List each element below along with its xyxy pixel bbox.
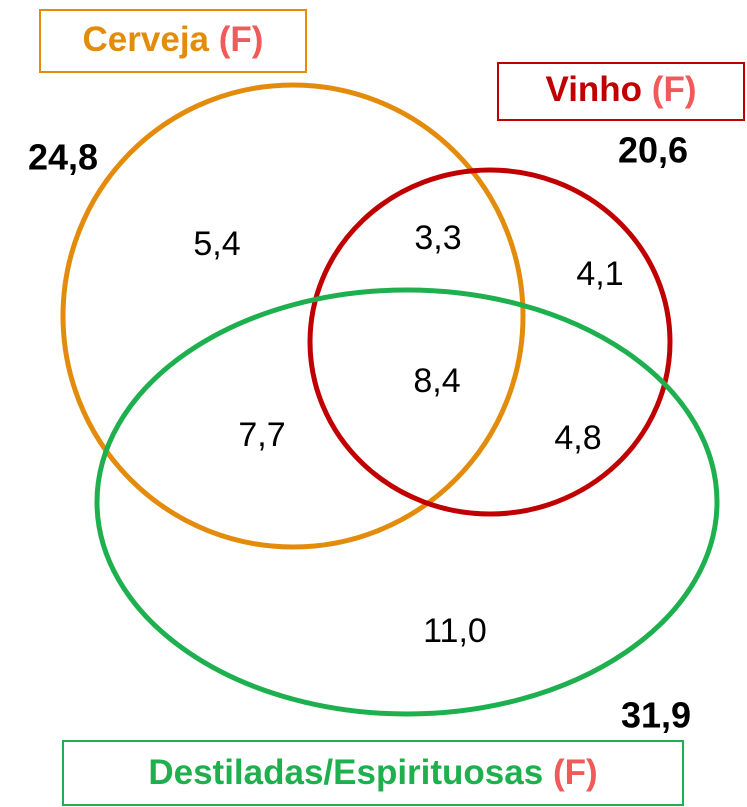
cerveja-box [39,9,307,73]
set-name: Destiladas/Espirituosas [148,753,543,792]
cerveja-total: 24,8 [28,137,98,178]
destiladas-ellipse [94,287,720,717]
region-value: 3,3 [414,219,461,257]
region-value: 4,8 [554,419,601,457]
set-name: Cerveja [83,20,210,59]
vinho-box [497,62,745,121]
region-value: 8,4 [413,362,460,400]
cerveja-label: Cerveja (F) [83,20,264,59]
destiladas-total: 31,9 [621,695,691,736]
set-suffix: (F) [219,20,264,59]
cerveja-circle [60,82,526,550]
vinho-label: Vinho (F) [545,70,696,109]
vinho-circle [307,167,673,517]
set-name: Vinho [545,70,642,109]
region-value: 5,4 [193,225,240,263]
region-value: 11,0 [423,612,487,650]
set-suffix: (F) [553,753,598,792]
region-value: 4,1 [576,255,623,293]
vinho-total: 20,6 [618,130,688,171]
destiladas-label: Destiladas/Espirituosas (F) [148,753,597,792]
destiladas-box [62,740,684,806]
region-value: 7,7 [238,416,285,454]
set-suffix: (F) [652,70,697,109]
